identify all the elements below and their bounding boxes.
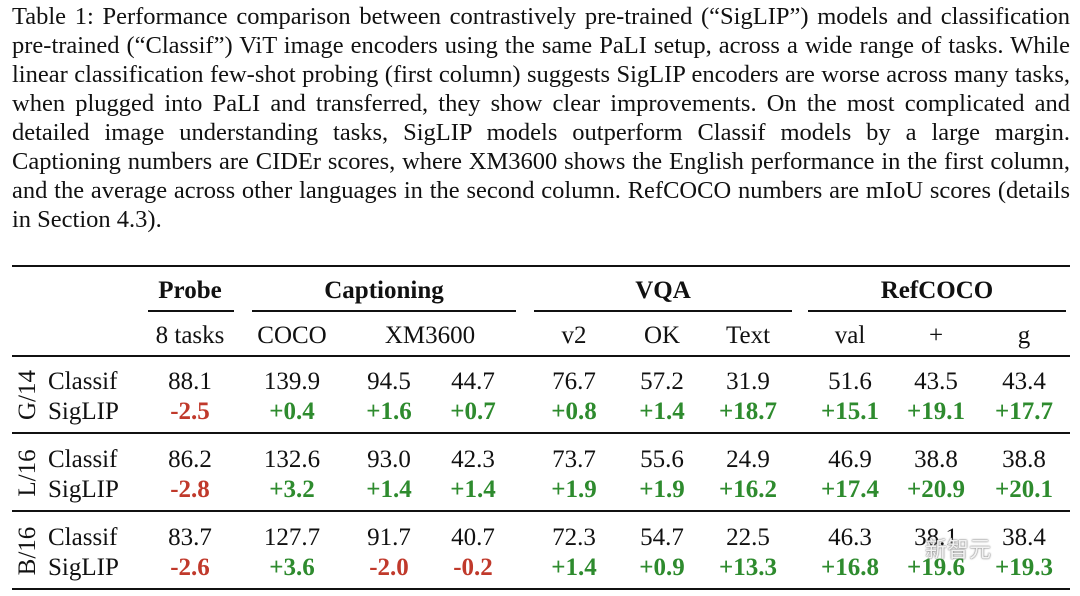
table-cell-l16-classif-col7: 46.9 [828, 446, 872, 473]
table-cell-g14-siglip-col9: +17.7 [995, 398, 1053, 425]
group-header-captioning: Captioning [324, 277, 444, 304]
table-cell-b16-siglip-col6: +13.3 [719, 554, 777, 581]
table-cell-b16-classif-col9: 38.4 [1002, 524, 1046, 551]
table-cell-l16-siglip-col2: +1.4 [366, 476, 412, 503]
table-cell-b16-classif-col6: 22.5 [726, 524, 770, 551]
table-cell-l16-classif-col0: 86.2 [168, 446, 212, 473]
row-label-l16-siglip: SigLIP [48, 476, 119, 503]
table-cell-b16-classif-col7: 46.3 [828, 524, 872, 551]
table-cell-l16-siglip-col0: -2.8 [170, 476, 210, 503]
table-cell-l16-siglip-col7: +17.4 [821, 476, 879, 503]
table-cell-b16-siglip-col1: +3.6 [269, 554, 315, 581]
group-header-probe: Probe [158, 277, 222, 304]
table-cell-b16-siglip-col8: +19.6 [907, 554, 965, 581]
table-cell-g14-siglip-col5: +1.4 [639, 398, 685, 425]
table-cell-b16-siglip-col5: +0.9 [639, 554, 685, 581]
table-cell-g14-classif-col5: 57.2 [640, 368, 684, 395]
table-cell-g14-siglip-col2: +1.6 [366, 398, 412, 425]
group-underline-vqa [534, 310, 792, 312]
subheader-vqa-ok: OK [643, 322, 681, 349]
group-header-vqa: VQA [635, 277, 691, 304]
table-cell-b16-siglip-col3: -0.2 [453, 554, 493, 581]
subheader-refcoco-plus: + [928, 322, 944, 349]
table-cell-g14-classif-col8: 43.5 [914, 368, 958, 395]
group-underline-refcoco [808, 310, 1066, 312]
group-underline-probe [148, 310, 234, 312]
table-cell-l16-classif-col8: 38.8 [914, 446, 958, 473]
subheader-coco: COCO [257, 322, 327, 349]
table-cell-g14-siglip-col1: +0.4 [269, 398, 315, 425]
table-cell-l16-classif-col2: 93.0 [367, 446, 411, 473]
table-cell-l16-siglip-col1: +3.2 [269, 476, 315, 503]
table-cell-b16-classif-col1: 127.7 [263, 524, 321, 551]
group-underline-captioning [252, 310, 516, 312]
table-cell-l16-siglip-col6: +16.2 [719, 476, 777, 503]
bottom-rule [12, 588, 1070, 590]
table-cell-b16-classif-col8: 38.1 [914, 524, 958, 551]
subheader-probe: 8 tasks [155, 322, 225, 349]
model-label-g14: G/14 [14, 370, 41, 420]
row-label-g14-siglip: SigLIP [48, 398, 119, 425]
table-cell-b16-siglip-col0: -2.6 [170, 554, 210, 581]
table-cell-l16-classif-col5: 55.6 [640, 446, 684, 473]
row-label-b16-siglip: SigLIP [48, 554, 119, 581]
subheader-refcoco-val: val [834, 322, 866, 349]
table-cell-g14-classif-col9: 43.4 [1002, 368, 1046, 395]
model-label-b16: B/16 [14, 526, 41, 576]
table-cell-b16-classif-col4: 72.3 [552, 524, 596, 551]
table-cell-g14-siglip-col6: +18.7 [719, 398, 777, 425]
subheader-refcoco-g: g [1017, 322, 1031, 349]
table-cell-b16-siglip-col2: -2.0 [369, 554, 409, 581]
table-cell-l16-siglip-col3: +1.4 [450, 476, 496, 503]
table-cell-l16-classif-col3: 42.3 [451, 446, 495, 473]
table-cell-b16-siglip-col9: +19.3 [995, 554, 1053, 581]
watermark: 新智元 [925, 538, 992, 563]
table-cell-l16-siglip-col8: +20.9 [907, 476, 965, 503]
row-label-l16-classif: Classif [48, 446, 118, 473]
table-cell-g14-siglip-col4: +0.8 [551, 398, 597, 425]
table-cell-g14-siglip-col3: +0.7 [450, 398, 496, 425]
table-cell-g14-classif-col7: 51.6 [828, 368, 872, 395]
table-cell-l16-classif-col4: 73.7 [552, 446, 596, 473]
table-cell-b16-classif-col2: 91.7 [367, 524, 411, 551]
table-cell-g14-classif-col3: 44.7 [451, 368, 495, 395]
top-rule [12, 265, 1070, 267]
table-cell-g14-classif-col1: 139.9 [263, 368, 321, 395]
table-caption: Table 1: Performance comparison between … [12, 3, 1070, 233]
table-cell-l16-classif-col9: 38.8 [1002, 446, 1046, 473]
subheader-vqa-v2: v2 [561, 322, 587, 349]
table-cell-l16-siglip-col5: +1.9 [639, 476, 685, 503]
block-rule-2 [12, 510, 1070, 512]
table-cell-g14-classif-col0: 88.1 [168, 368, 212, 395]
table-cell-b16-classif-col5: 54.7 [640, 524, 684, 551]
table-cell-g14-siglip-col0: -2.5 [170, 398, 210, 425]
table-cell-g14-classif-col6: 31.9 [726, 368, 770, 395]
table-cell-b16-siglip-col4: +1.4 [551, 554, 597, 581]
header-rule [12, 355, 1070, 357]
row-label-g14-classif: Classif [48, 368, 118, 395]
table-cell-l16-classif-col1: 132.6 [263, 446, 321, 473]
table-cell-b16-classif-col3: 40.7 [451, 524, 495, 551]
subheader-xm3600: XM3600 [384, 322, 476, 349]
group-header-refcoco: RefCOCO [880, 277, 994, 304]
table-cell-l16-classif-col6: 24.9 [726, 446, 770, 473]
model-label-l16: L/16 [14, 449, 41, 497]
table-cell-l16-siglip-col9: +20.1 [995, 476, 1053, 503]
row-label-b16-classif: Classif [48, 524, 118, 551]
table-cell-b16-classif-col0: 83.7 [168, 524, 212, 551]
subheader-vqa-text: Text [725, 322, 771, 349]
table-cell-g14-classif-col4: 76.7 [552, 368, 596, 395]
table-cell-g14-siglip-col7: +15.1 [821, 398, 879, 425]
block-rule-1 [12, 432, 1070, 434]
table-cell-b16-siglip-col7: +16.8 [821, 554, 879, 581]
table-cell-g14-classif-col2: 94.5 [367, 368, 411, 395]
table-cell-g14-siglip-col8: +19.1 [907, 398, 965, 425]
table-cell-l16-siglip-col4: +1.9 [551, 476, 597, 503]
